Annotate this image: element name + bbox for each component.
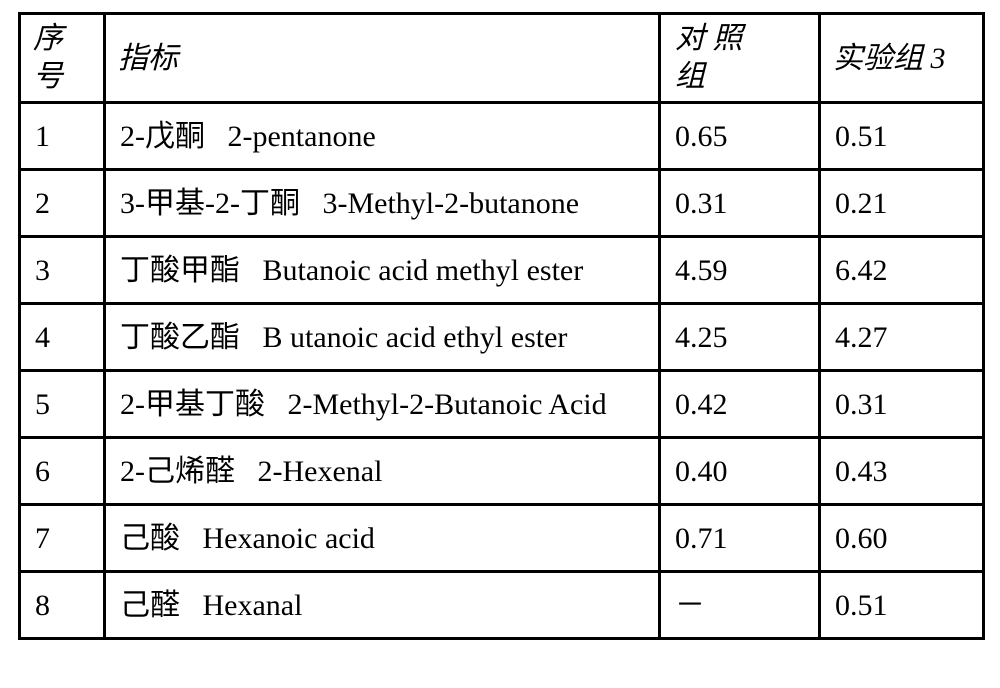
cell-indicator: 己醛 Hexanal — [105, 572, 660, 639]
table-header-row: 序 号 指标 对 照 组 实验组 3 — [20, 14, 984, 103]
table-body: 1 2-戊酮 2-pentanone 0.65 0.51 2 3-甲基-2-丁酮… — [20, 103, 984, 639]
table-row: 4 丁酸乙酯 B utanoic acid ethyl ester 4.25 4… — [20, 304, 984, 371]
table-row: 6 2-己烯醛 2-Hexenal 0.40 0.43 — [20, 438, 984, 505]
col-header-index: 序 号 — [20, 14, 105, 103]
cell-experiment: 0.60 — [820, 505, 984, 572]
cell-indicator: 己酸 Hexanoic acid — [105, 505, 660, 572]
cell-indicator: 丁酸乙酯 B utanoic acid ethyl ester — [105, 304, 660, 371]
col-header-control-line2: 组 — [675, 58, 810, 96]
cell-control: 0.40 — [660, 438, 820, 505]
table-row: 1 2-戊酮 2-pentanone 0.65 0.51 — [20, 103, 984, 170]
cell-index: 5 — [20, 371, 105, 438]
col-header-control-line1: 对 照 — [675, 20, 810, 58]
table-row: 2 3-甲基-2-丁酮 3-Methyl-2-butanone 0.31 0.2… — [20, 170, 984, 237]
cell-index: 3 — [20, 237, 105, 304]
cell-control: － — [660, 572, 820, 639]
cell-experiment: 4.27 — [820, 304, 984, 371]
cell-control: 0.42 — [660, 371, 820, 438]
cell-indicator: 2-戊酮 2-pentanone — [105, 103, 660, 170]
col-header-experiment-group: 实验组 3 — [820, 14, 984, 103]
cell-experiment: 0.43 — [820, 438, 984, 505]
cell-control: 4.25 — [660, 304, 820, 371]
cell-experiment: 0.21 — [820, 170, 984, 237]
table-row: 3 丁酸甲酯 Butanoic acid methyl ester 4.59 6… — [20, 237, 984, 304]
col-header-control-group: 对 照 组 — [660, 14, 820, 103]
cell-index: 2 — [20, 170, 105, 237]
cell-control: 4.59 — [660, 237, 820, 304]
col-header-index-line2: 号 — [33, 58, 95, 96]
cell-experiment: 0.51 — [820, 103, 984, 170]
cell-experiment: 0.31 — [820, 371, 984, 438]
table-row: 7 己酸 Hexanoic acid 0.71 0.60 — [20, 505, 984, 572]
data-table: 序 号 指标 对 照 组 实验组 3 — [18, 12, 985, 640]
cell-index: 8 — [20, 572, 105, 639]
cell-index: 4 — [20, 304, 105, 371]
cell-indicator: 2-甲基丁酸 2-Methyl-2-Butanoic Acid — [105, 371, 660, 438]
table-row: 5 2-甲基丁酸 2-Methyl-2-Butanoic Acid 0.42 0… — [20, 371, 984, 438]
cell-indicator: 2-己烯醛 2-Hexenal — [105, 438, 660, 505]
cell-indicator: 3-甲基-2-丁酮 3-Methyl-2-butanone — [105, 170, 660, 237]
cell-index: 7 — [20, 505, 105, 572]
table-row: 8 己醛 Hexanal － 0.51 — [20, 572, 984, 639]
col-header-indicator: 指标 — [105, 14, 660, 103]
cell-control: 0.71 — [660, 505, 820, 572]
cell-index: 6 — [20, 438, 105, 505]
cell-index: 1 — [20, 103, 105, 170]
cell-control: 0.65 — [660, 103, 820, 170]
cell-experiment: 6.42 — [820, 237, 984, 304]
col-header-index-line1: 序 — [33, 20, 95, 58]
data-table-container: 序 号 指标 对 照 组 实验组 3 — [18, 12, 982, 640]
cell-experiment: 0.51 — [820, 572, 984, 639]
cell-indicator: 丁酸甲酯 Butanoic acid methyl ester — [105, 237, 660, 304]
cell-control: 0.31 — [660, 170, 820, 237]
